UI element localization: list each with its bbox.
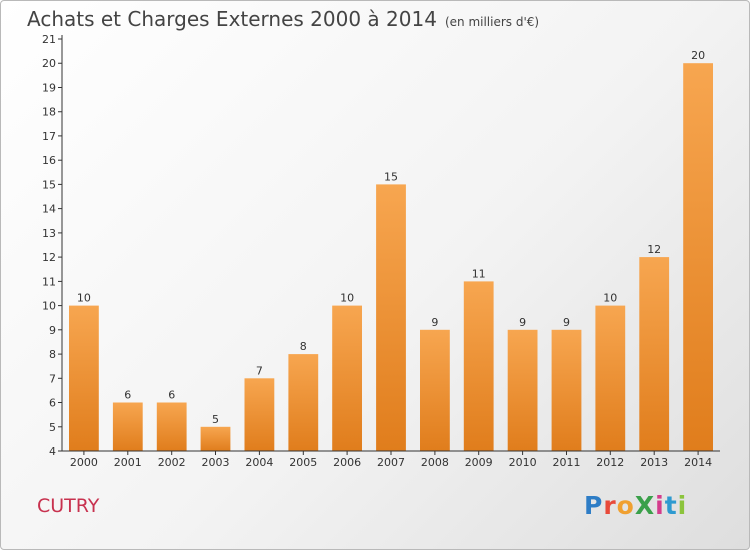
- value-label-2006: 10: [340, 292, 354, 305]
- x-tick-label-2004: 2004: [245, 456, 273, 469]
- bar-2007: [376, 184, 406, 451]
- y-tick-label-16: 16: [42, 154, 56, 167]
- value-label-2007: 15: [384, 170, 398, 183]
- y-tick-label-4: 4: [49, 445, 56, 458]
- bar-2014: [683, 63, 713, 451]
- value-label-2010: 9: [519, 316, 526, 329]
- x-tick-label-2000: 2000: [70, 456, 98, 469]
- value-label-2012: 10: [603, 292, 617, 305]
- x-tick-label-2007: 2007: [377, 456, 405, 469]
- value-label-2004: 7: [256, 364, 263, 377]
- y-tick-label-20: 20: [42, 57, 56, 70]
- y-tick-label-10: 10: [42, 300, 56, 313]
- logo-letter: o: [616, 491, 635, 520]
- x-tick-label-2013: 2013: [640, 456, 668, 469]
- bar-2004: [244, 378, 275, 451]
- value-label-2001: 6: [124, 389, 131, 402]
- bar-2010: [507, 329, 538, 451]
- value-label-2003: 5: [212, 413, 219, 426]
- y-tick-label-18: 18: [42, 106, 56, 119]
- logo-letter: i: [677, 491, 688, 520]
- y-tick-label-15: 15: [42, 178, 56, 191]
- logo-letter: X: [634, 491, 656, 520]
- proxiti-logo: ProXiti: [584, 491, 687, 520]
- x-tick-label-2006: 2006: [333, 456, 361, 469]
- bar-2002: [156, 402, 187, 451]
- y-tick-label-8: 8: [49, 348, 56, 361]
- x-tick-label-2001: 2001: [114, 456, 142, 469]
- y-tick-label-7: 7: [49, 372, 56, 385]
- x-tick-label-2012: 2012: [596, 456, 624, 469]
- bar-2006: [332, 305, 362, 451]
- bar-2008: [420, 329, 450, 451]
- bar-2013: [639, 257, 670, 451]
- bar-2011: [551, 329, 582, 451]
- bar-2001: [112, 402, 143, 451]
- chart-title: Achats et Charges Externes 2000 à 2014 (e…: [27, 7, 539, 31]
- value-label-2013: 12: [647, 243, 661, 256]
- y-tick-label-11: 11: [42, 275, 56, 288]
- logo-letter: P: [584, 491, 604, 520]
- bar-2009: [463, 281, 494, 451]
- x-tick-label-2011: 2011: [553, 456, 581, 469]
- logo-letter: i: [655, 491, 665, 520]
- logo-letter: r: [603, 491, 617, 520]
- value-label-2014: 20: [691, 49, 705, 62]
- y-tick-label-14: 14: [42, 203, 56, 216]
- value-label-2002: 6: [168, 389, 175, 402]
- value-label-2009: 11: [472, 267, 486, 280]
- value-label-2005: 8: [300, 340, 307, 353]
- place-name: CUTRY: [37, 495, 100, 517]
- x-tick-label-2002: 2002: [158, 456, 186, 469]
- bar-2005: [288, 354, 319, 451]
- bar-2003: [200, 426, 231, 451]
- bar-2012: [595, 305, 626, 451]
- x-tick-label-2014: 2014: [684, 456, 712, 469]
- logo-letter: t: [664, 491, 678, 520]
- value-label-2011: 9: [563, 316, 570, 329]
- y-tick-label-5: 5: [49, 421, 56, 434]
- y-tick-label-21: 21: [42, 33, 56, 46]
- x-tick-label-2009: 2009: [465, 456, 493, 469]
- y-tick-label-12: 12: [42, 251, 56, 264]
- value-label-2000: 10: [77, 292, 91, 305]
- chart-unit: (en milliers d'€): [444, 15, 540, 29]
- y-tick-label-13: 13: [42, 227, 56, 240]
- bar-2000: [69, 305, 99, 451]
- y-tick-label-9: 9: [49, 324, 56, 337]
- value-label-2008: 9: [431, 316, 438, 329]
- chart-title-text: Achats et Charges Externes 2000 à 2014: [27, 7, 437, 31]
- x-tick-label-2003: 2003: [202, 456, 230, 469]
- x-tick-label-2005: 2005: [289, 456, 317, 469]
- y-tick-label-6: 6: [49, 397, 56, 410]
- x-tick-label-2010: 2010: [509, 456, 537, 469]
- x-tick-label-2008: 2008: [421, 456, 449, 469]
- y-tick-label-19: 19: [42, 82, 56, 95]
- y-tick-label-17: 17: [42, 130, 56, 143]
